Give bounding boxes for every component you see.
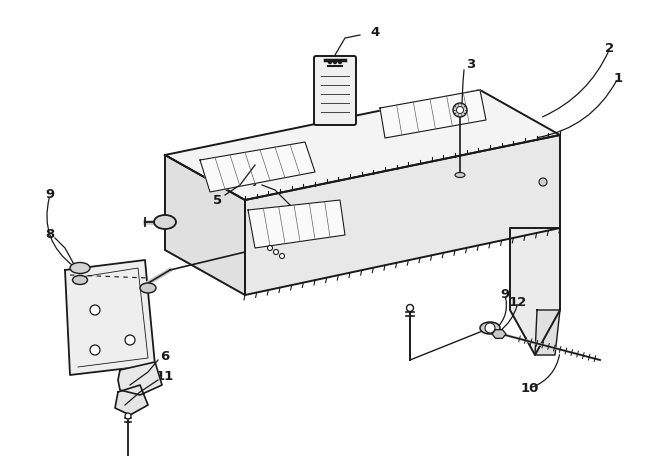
Text: 12: 12 [509, 295, 527, 308]
Circle shape [273, 249, 279, 255]
Circle shape [334, 60, 336, 64]
Text: 1: 1 [614, 72, 623, 85]
Circle shape [268, 246, 273, 250]
Polygon shape [492, 330, 506, 338]
Text: 10: 10 [521, 381, 539, 395]
Text: 9: 9 [45, 189, 54, 201]
Text: 11: 11 [156, 370, 174, 382]
Circle shape [125, 413, 131, 419]
Text: 8: 8 [45, 228, 54, 240]
Ellipse shape [154, 215, 176, 229]
Circle shape [485, 323, 495, 333]
Ellipse shape [70, 263, 90, 274]
Circle shape [279, 254, 284, 258]
Text: 7: 7 [250, 175, 260, 189]
Polygon shape [535, 310, 560, 355]
Text: 6: 6 [160, 350, 170, 362]
Circle shape [338, 60, 341, 64]
Polygon shape [165, 90, 560, 200]
Circle shape [125, 335, 135, 345]
Ellipse shape [140, 283, 156, 293]
FancyBboxPatch shape [314, 56, 356, 125]
Circle shape [456, 106, 463, 114]
Circle shape [90, 305, 100, 315]
Polygon shape [115, 385, 148, 415]
Ellipse shape [455, 172, 465, 178]
Polygon shape [200, 142, 315, 192]
Circle shape [539, 178, 547, 186]
Circle shape [329, 60, 332, 64]
Text: 2: 2 [605, 41, 614, 55]
Ellipse shape [480, 322, 500, 334]
Text: 5: 5 [213, 193, 222, 207]
Circle shape [90, 345, 100, 355]
Polygon shape [65, 260, 155, 375]
Text: 9: 9 [500, 288, 509, 302]
Polygon shape [380, 90, 486, 138]
Polygon shape [248, 200, 345, 248]
Polygon shape [165, 155, 245, 295]
Text: 4: 4 [371, 27, 380, 39]
Polygon shape [245, 135, 560, 295]
Circle shape [406, 304, 413, 312]
Text: 3: 3 [466, 58, 475, 72]
Ellipse shape [73, 276, 87, 285]
Circle shape [453, 103, 467, 117]
Polygon shape [118, 362, 162, 395]
Polygon shape [510, 228, 560, 355]
